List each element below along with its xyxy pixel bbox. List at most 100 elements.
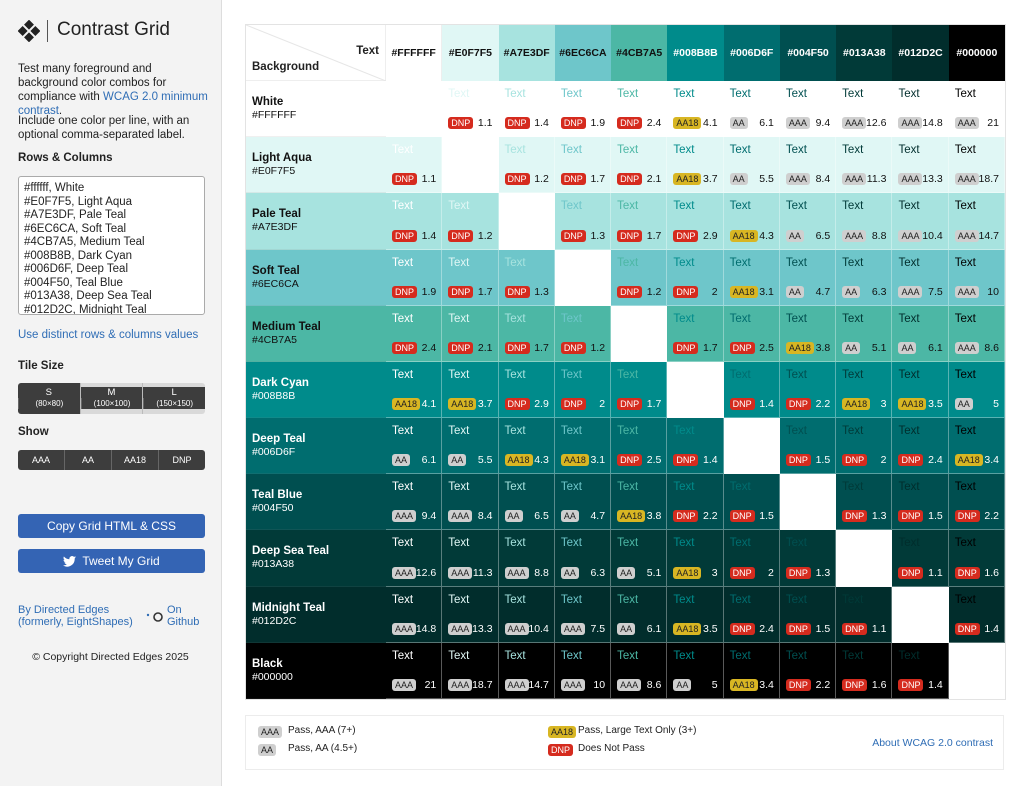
contrast-ratio: 6.1: [646, 622, 662, 635]
tweet-button[interactable]: Tweet My Grid: [18, 549, 205, 573]
grid-cell: Text AA 5.1: [836, 305, 893, 362]
grid-cell: Text DNP 2: [723, 530, 780, 587]
contrast-ratio: 1.4: [759, 398, 774, 411]
sample-text: Text: [785, 593, 807, 606]
show-option[interactable]: AA18: [111, 450, 158, 470]
badge: AAA: [504, 566, 529, 579]
badge: AAA: [898, 229, 923, 242]
textarea-line: #6EC6CA, Soft Teal: [24, 222, 127, 235]
badge: AAA: [842, 173, 867, 186]
badge: AA: [560, 510, 579, 523]
badge: AA: [617, 566, 636, 579]
show-option[interactable]: AA: [64, 450, 111, 470]
grid-cell: Text AAA 21: [386, 642, 443, 699]
contrast-ratio: 5: [711, 678, 718, 691]
contrast-ratio: 1.4: [928, 678, 943, 691]
badge: DNP: [560, 398, 586, 411]
contrast-ratio: 2.9: [534, 398, 549, 411]
app-title: Contrast Grid: [57, 19, 170, 40]
column-hex: #FFFFFF: [391, 47, 436, 59]
grid-cell: Text AA 5.5: [723, 137, 780, 194]
badge: DNP: [842, 454, 868, 467]
grid-cell: Text DNP 2: [836, 418, 893, 475]
grid-cell: Text DNP 1.5: [723, 474, 780, 531]
tile-size-option[interactable]: L (150×150): [142, 383, 205, 414]
wcag-link[interactable]: WCAG 2.0 minimum contrast: [18, 91, 208, 117]
contrast-ratio: 1.2: [534, 173, 549, 186]
grid-cell: Text DNP 1.3: [836, 474, 893, 531]
grid-cell: [498, 193, 555, 250]
badge: DNP: [785, 398, 811, 411]
column-hex: #4CB7A5: [616, 47, 663, 59]
corner-background-label: Background: [252, 61, 320, 73]
badge: AA: [392, 454, 411, 467]
sample-text: Text: [504, 425, 526, 438]
badge: DNP: [842, 510, 868, 523]
column-hex: #006D6F: [730, 47, 774, 59]
column-hex: #013A38: [842, 47, 886, 59]
contrast-ratio: 1.9: [590, 117, 606, 130]
contrast-ratio: 1.2: [477, 229, 493, 242]
badge: AA18: [673, 566, 702, 579]
grid-cell: Text AAA 18.7: [442, 642, 499, 699]
sample-text: Text: [673, 649, 695, 662]
badge: AAA: [504, 678, 529, 691]
show-option[interactable]: AAA: [18, 450, 64, 470]
row-name: White: [252, 96, 284, 108]
colors-textarea[interactable]: #ffffff, White #E0F7F5, Light Aqua #A7E3DF…: [18, 176, 205, 315]
contrast-ratio: 6.5: [815, 229, 831, 242]
grid-cell: Text DNP 1.2: [554, 305, 612, 362]
rows-columns-label: Rows & Columns: [18, 152, 113, 164]
grid-cell: Text AA 6.1: [611, 586, 668, 643]
badge: AAA: [954, 341, 979, 354]
sample-text: Text: [392, 649, 414, 662]
badge: AAA: [898, 117, 923, 130]
contrast-ratio: 8.8: [871, 229, 887, 242]
contrast-ratio: 3: [711, 566, 718, 579]
tile-size-option[interactable]: M (100×100): [79, 383, 143, 414]
grid-cell: [836, 530, 893, 587]
contrast-ratio: 3.5: [703, 622, 718, 635]
row-header: White #FFFFFF: [246, 81, 386, 138]
grid-cell: Text AAA 21: [948, 81, 1005, 138]
show-control: AAA AA AA18 DNP: [18, 450, 205, 470]
grid-cell: Text DNP 2.2: [779, 361, 837, 419]
grid-cell: Text DNP 1.5: [892, 474, 949, 531]
tile-size-dims: (150×150): [143, 398, 205, 409]
distinct-link[interactable]: Use distinct rows & columns values: [18, 329, 199, 341]
copy-button[interactable]: Copy Grid HTML & CSS: [18, 514, 205, 538]
grid-cell: Text AAA 8.4: [442, 474, 499, 531]
contrast-ratio: 2.2: [984, 510, 999, 523]
sample-text: Text: [842, 649, 864, 662]
badge: DNP: [898, 678, 924, 691]
sample-text: Text: [954, 425, 976, 438]
sample-text: Text: [617, 200, 639, 213]
github-link[interactable]: On Github: [167, 604, 200, 628]
show-option[interactable]: DNP: [158, 450, 205, 470]
badge: DNP: [560, 173, 586, 186]
grid-cell: Text AA18 3.5: [892, 361, 949, 419]
sample-text: Text: [560, 649, 582, 662]
badge: DNP: [617, 229, 643, 242]
contrast-ratio: 12.6: [866, 117, 887, 130]
badge: AA18: [842, 398, 871, 411]
grid-cell: Text AA18 3.7: [667, 137, 724, 194]
sample-text: Text: [560, 200, 582, 213]
badge: AAA: [617, 678, 642, 691]
tile-size-option[interactable]: S (80×80): [18, 383, 80, 414]
badge: AA18: [729, 229, 758, 242]
badge: AAA: [898, 173, 923, 186]
sample-text: Text: [842, 368, 864, 381]
sample-text: Text: [504, 368, 526, 381]
by-link[interactable]: By Directed Edges (formerly, EightShapes…: [18, 604, 133, 628]
about-link[interactable]: About WCAG 2.0 contrast: [872, 737, 993, 749]
grid-cell: Text AAA 8.6: [948, 305, 1005, 362]
grid-cell: Text AAA 8.8: [498, 530, 555, 587]
sample-text: Text: [617, 144, 639, 157]
textarea-line: #A7E3DF, Pale Teal: [24, 209, 127, 221]
grid-cell: Text DNP 1.7: [498, 305, 555, 362]
contrast-ratio: 1.7: [590, 173, 606, 186]
contrast-ratio: 3.5: [928, 398, 943, 411]
contrast-ratio: 9.4: [421, 510, 437, 523]
contrast-ratio: 6.1: [928, 341, 943, 354]
